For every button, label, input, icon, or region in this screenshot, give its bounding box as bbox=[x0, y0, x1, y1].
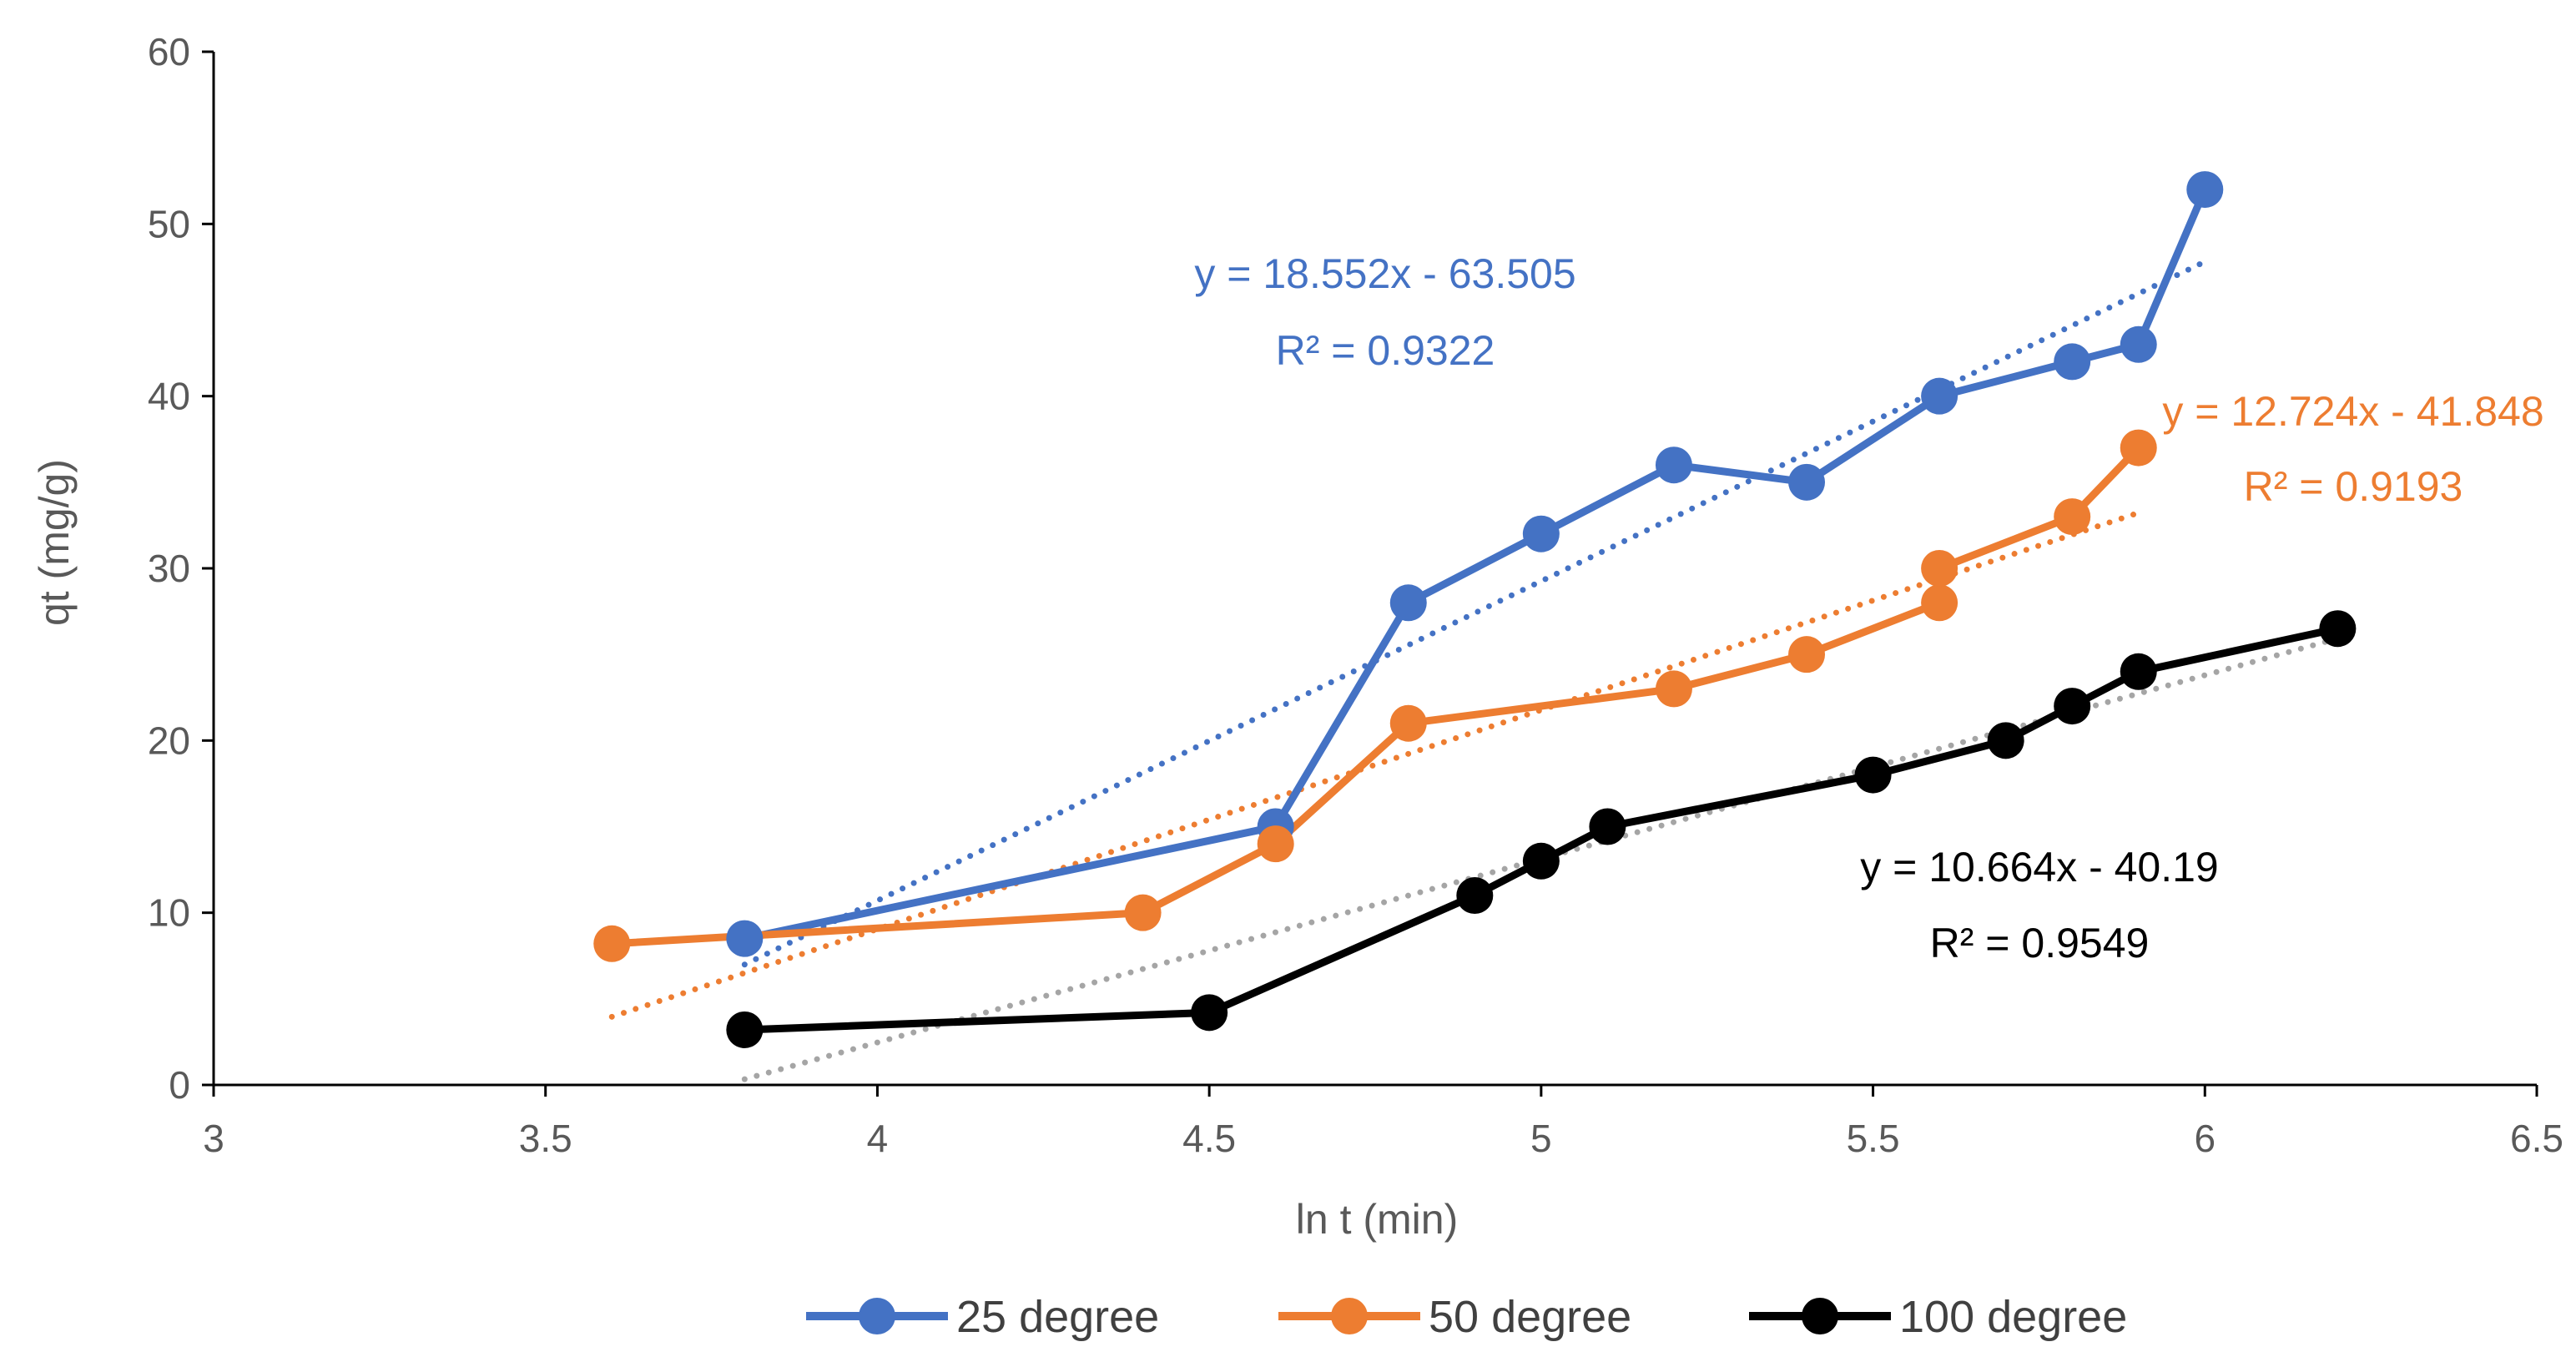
data-point-100-degree bbox=[2054, 688, 2091, 725]
series-markers bbox=[593, 171, 2357, 1048]
data-point-25-degree bbox=[2186, 171, 2224, 209]
x-tick-label: 5.5 bbox=[1847, 1117, 1900, 1160]
data-point-50-degree bbox=[2120, 429, 2157, 467]
legend-item-100-degree: 100 degree bbox=[1749, 1292, 2127, 1342]
eq-25-degree: y = 18.552x - 63.505 bbox=[1194, 250, 1575, 297]
series-line-100-degree bbox=[744, 624, 2339, 1034]
legend-marker-100-degree bbox=[1802, 1298, 1838, 1334]
series-line-25-degree bbox=[744, 188, 2209, 943]
data-point-100-degree bbox=[726, 1011, 764, 1048]
legend-item-25-degree: 25 degree bbox=[806, 1292, 1159, 1342]
data-point-25-degree bbox=[726, 920, 764, 957]
y-axis-title: qt (mg/g) bbox=[31, 459, 78, 626]
data-point-25-degree bbox=[1788, 463, 1826, 501]
y-tick-label: 40 bbox=[148, 375, 190, 418]
legend-item-50-degree: 50 degree bbox=[1278, 1292, 1631, 1342]
x-tick-label: 6 bbox=[2194, 1117, 2216, 1160]
x-tick-label: 6.5 bbox=[2510, 1117, 2563, 1160]
series-lines bbox=[611, 188, 2339, 1034]
y-tick-label: 50 bbox=[148, 202, 190, 245]
data-point-100-degree bbox=[2120, 653, 2157, 690]
legend-label-25-degree: 25 degree bbox=[956, 1292, 1159, 1342]
x-tick-label: 3.5 bbox=[519, 1117, 572, 1160]
legend-label-100-degree: 100 degree bbox=[1899, 1292, 2127, 1342]
series-line-50-degree bbox=[611, 445, 2141, 948]
trendline-50-degree bbox=[608, 509, 2142, 1020]
data-point-50-degree bbox=[1124, 894, 1162, 931]
r2-100-degree: R² = 0.9549 bbox=[1930, 920, 2150, 966]
data-point-100-degree bbox=[1522, 842, 1560, 880]
legend-marker-50-degree bbox=[1331, 1298, 1368, 1334]
data-point-50-degree bbox=[2054, 498, 2091, 536]
legend: 25 degree 50 degree 100 degree bbox=[806, 1292, 2127, 1342]
data-point-50-degree bbox=[1921, 550, 1958, 587]
trendline-equations: y = 18.552x - 63.505 R² = 0.9322 y = 12.… bbox=[1194, 250, 2543, 966]
data-point-25-degree bbox=[1522, 515, 1560, 552]
data-point-100-degree bbox=[2319, 610, 2357, 648]
data-point-100-degree bbox=[1589, 808, 1626, 845]
axes: 0 10 20 30 40 50 60 3 3.5 4 4.5 5 5.5 6 6.5 bbox=[148, 30, 2563, 1160]
data-point-25-degree bbox=[1389, 584, 1427, 622]
data-point-50-degree bbox=[1921, 584, 1958, 622]
data-point-25-degree bbox=[1655, 446, 1692, 484]
y-tick-label: 60 bbox=[148, 30, 190, 73]
y-tick-label: 30 bbox=[148, 547, 190, 590]
legend-marker-25-degree bbox=[859, 1298, 895, 1334]
data-point-50-degree bbox=[1257, 825, 1294, 863]
x-tick-label: 4.5 bbox=[1182, 1117, 1236, 1160]
eq-100-degree: y = 10.664x - 40.19 bbox=[1860, 844, 2218, 890]
trendline-25-degree bbox=[741, 259, 2208, 968]
data-point-100-degree bbox=[1456, 877, 1494, 915]
x-axis-title: ln t (min) bbox=[1296, 1196, 1458, 1243]
x-tick-label: 5 bbox=[1530, 1117, 1552, 1160]
data-point-25-degree bbox=[1921, 377, 1958, 415]
data-point-50-degree bbox=[593, 925, 631, 962]
legend-label-50-degree: 50 degree bbox=[1429, 1292, 1631, 1342]
eq-50-degree: y = 12.724x - 41.848 bbox=[2162, 388, 2543, 435]
r2-50-degree: R² = 0.9193 bbox=[2244, 463, 2463, 510]
data-point-100-degree bbox=[1854, 756, 1892, 794]
data-point-25-degree bbox=[2120, 325, 2157, 363]
data-point-100-degree bbox=[1191, 994, 1228, 1032]
y-tick-label: 20 bbox=[148, 719, 190, 762]
data-point-100-degree bbox=[1987, 722, 2024, 759]
x-tick-label: 4 bbox=[867, 1117, 889, 1160]
data-point-25-degree bbox=[2054, 343, 2091, 381]
r2-25-degree: R² = 0.9322 bbox=[1276, 327, 1495, 374]
data-point-50-degree bbox=[1788, 636, 1826, 673]
y-tick-label: 10 bbox=[148, 891, 190, 935]
data-point-50-degree bbox=[1655, 670, 1692, 708]
x-tick-label: 3 bbox=[203, 1117, 224, 1160]
y-tick-label: 0 bbox=[169, 1063, 190, 1107]
data-point-50-degree bbox=[1389, 704, 1427, 742]
